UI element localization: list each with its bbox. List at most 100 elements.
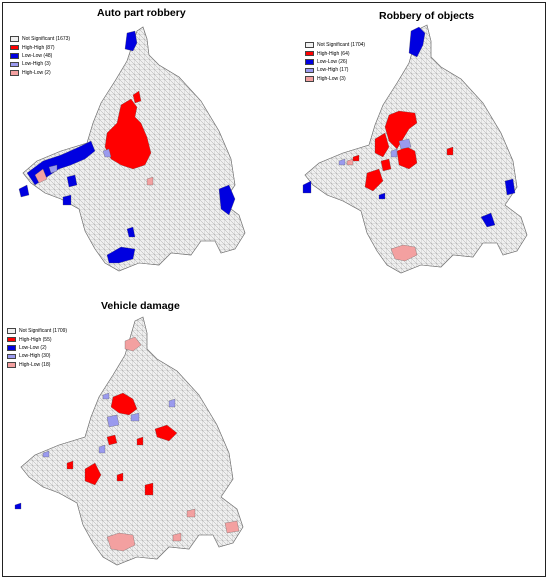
legend-swatch (7, 362, 16, 368)
legend-item-high-high: High-High (64) (305, 49, 365, 57)
legend-label: Not Significant (1709) (19, 328, 68, 335)
cluster-high-high (364, 168, 384, 192)
cluster-low-high (102, 148, 112, 158)
cluster-low-low (14, 502, 22, 510)
legend-label: High-Low (2) (22, 69, 51, 76)
panel-vehicle-damage: Vehicle damage Not Significant (1709) Hi… (3, 293, 275, 578)
legend-swatch (10, 36, 19, 42)
cluster-low-low (66, 174, 78, 188)
legend-swatch (305, 76, 314, 82)
map-legend: Not Significant (1704) High-High (64) Lo… (305, 41, 365, 83)
legend-label: High-Low (3) (317, 75, 346, 82)
cluster-high-low (124, 336, 142, 352)
cluster-high-high (374, 132, 390, 158)
legend-swatch (7, 345, 16, 351)
legend-label: Low-Low (2) (19, 344, 47, 351)
legend-swatch (10, 53, 19, 59)
cluster-high-high (110, 392, 138, 416)
cluster-high-high (104, 98, 152, 170)
cluster-high-low (390, 244, 418, 262)
cluster-low-high (130, 412, 140, 422)
legend-swatch (10, 44, 19, 51)
cluster-low-low (106, 246, 136, 264)
legend-swatch (10, 61, 19, 68)
legend-label: Low-High (3) (22, 61, 51, 68)
panel-title: Auto part robbery (97, 7, 186, 19)
legend-item-not-significant: Not Significant (1673) (10, 35, 70, 43)
cluster-high-low (172, 532, 182, 542)
cluster-high-high (154, 424, 178, 442)
legend-item-not-significant: Not Significant (1709) (7, 327, 67, 335)
cluster-high-high (380, 158, 392, 172)
legend-item-low-high: Low-High (17) (305, 66, 365, 74)
cluster-low-high (102, 392, 110, 400)
cluster-low-low (18, 184, 30, 198)
legend-item-low-low: Low-Low (48) (10, 52, 70, 60)
legend-label: Low-Low (26) (317, 58, 348, 65)
legend-swatch (305, 50, 314, 57)
legend-item-high-high: High-High (55) (7, 335, 67, 343)
legend-item-low-high: Low-High (3) (10, 60, 70, 68)
cluster-low-low (378, 192, 386, 200)
cluster-low-low (504, 178, 516, 196)
legend-item-not-significant: Not Significant (1704) (305, 41, 365, 49)
cluster-low-low (218, 184, 236, 216)
cluster-low-low (302, 180, 312, 194)
legend-label: High-High (55) (19, 336, 52, 343)
district-mesh (20, 316, 244, 566)
cluster-high-high (66, 460, 74, 470)
legend-swatch (7, 336, 16, 343)
cluster-low-high (42, 450, 50, 458)
legend-label: High-Low (18) (19, 361, 51, 368)
cluster-high-low (146, 176, 154, 186)
legend-label: Low-High (17) (317, 67, 349, 74)
legend-item-low-low: Low-Low (26) (305, 58, 365, 66)
cluster-low-high (168, 398, 176, 408)
legend-item-low-low: Low-Low (2) (7, 344, 67, 352)
legend-swatch (7, 328, 16, 334)
panel-robbery-of-objects: Robbery of objects Not Significant (1704… (275, 3, 547, 293)
legend-label: Not Significant (1704) (317, 42, 366, 49)
cluster-low-high (106, 414, 120, 428)
legend-swatch (305, 67, 314, 74)
cluster-high-high (144, 482, 154, 496)
cluster-high-low (224, 520, 240, 534)
cluster-low-low (408, 26, 426, 58)
cluster-high-high (106, 434, 118, 446)
cluster-low-high (48, 164, 58, 174)
cluster-high-low (106, 532, 136, 552)
choropleth-map (14, 316, 244, 566)
cluster-high-high (84, 462, 102, 486)
cluster-high-high (384, 110, 418, 150)
choropleth-map (18, 26, 246, 272)
legend-item-high-low: High-Low (18) (7, 361, 67, 369)
legend-item-low-high: Low-High (30) (7, 352, 67, 360)
cluster-low-low (126, 226, 136, 238)
panel-title: Vehicle damage (101, 300, 180, 312)
legend-swatch (10, 70, 19, 76)
panel-auto-part-robbery: Auto part robbery Not Significant (1673)… (3, 3, 275, 293)
cluster-low-high (98, 444, 106, 454)
cluster-high-high (446, 146, 454, 156)
cluster-high-low (34, 168, 48, 184)
cluster-high-high (132, 90, 142, 104)
legend-label: High-High (87) (22, 44, 55, 51)
cluster-low-high (398, 138, 412, 150)
cluster-high-low (186, 508, 196, 518)
cluster-low-high (338, 158, 346, 166)
cluster-low-low (124, 30, 138, 52)
figure-frame: Auto part robbery Not Significant (1673)… (2, 2, 546, 577)
legend-item-high-low: High-Low (3) (305, 75, 365, 83)
legend-item-high-high: High-High (87) (10, 43, 70, 51)
legend-swatch (305, 59, 314, 65)
legend-swatch (305, 42, 314, 48)
legend-label: High-High (64) (317, 50, 350, 57)
cluster-low-low (480, 212, 496, 228)
cluster-high-high (136, 436, 144, 446)
choropleth-map (302, 24, 528, 274)
cluster-low-low (62, 194, 72, 206)
legend-swatch (7, 353, 16, 360)
map-legend: Not Significant (1673) High-High (87) Lo… (10, 35, 70, 77)
cluster-low-high (390, 148, 398, 158)
legend-label: Low-High (30) (19, 353, 51, 360)
